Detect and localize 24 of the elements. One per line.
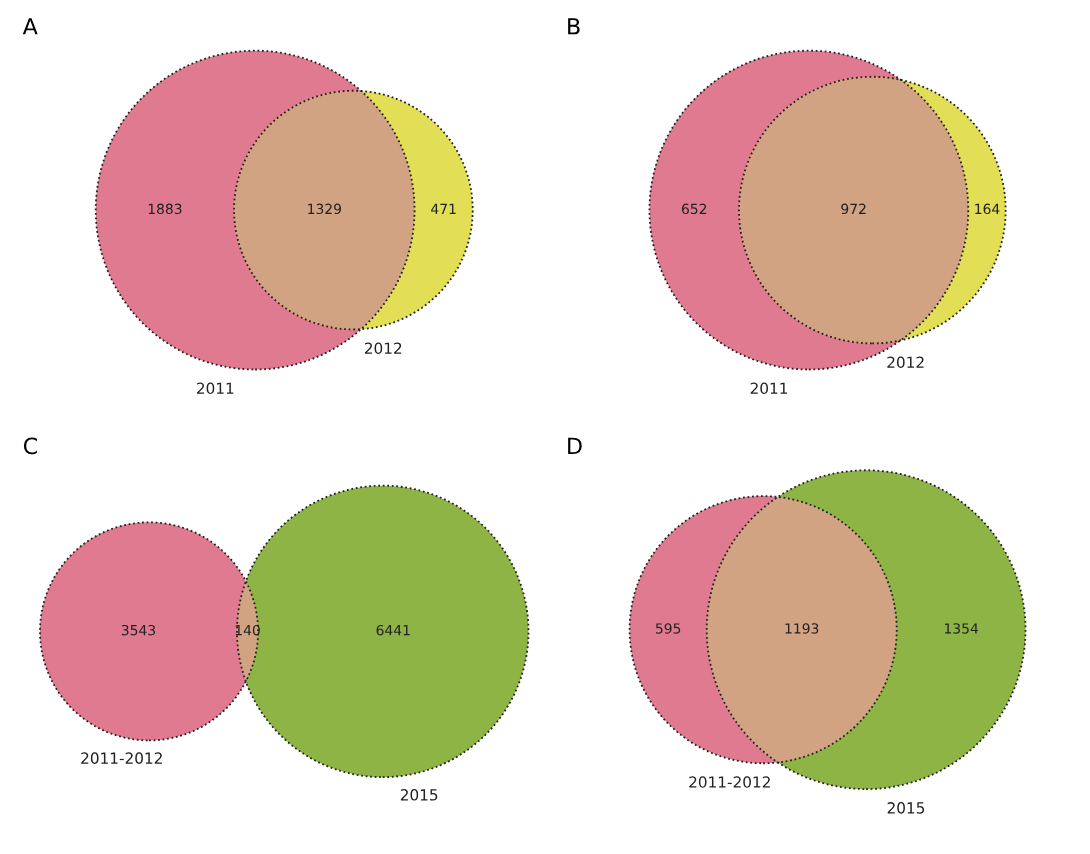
data-label: 140 — [235, 624, 260, 636]
text: B — [568, 18, 580, 35]
category-label: 2011 — [196, 382, 234, 395]
data-label: 1354 — [944, 623, 979, 634]
text: A — [22, 18, 38, 35]
category-label: 2015 — [887, 802, 925, 814]
data-label: 471 — [431, 203, 456, 214]
data-label: 1883 — [148, 203, 182, 215]
data-label: 1193 — [785, 623, 819, 634]
data-label: 6441 — [376, 624, 410, 636]
category-label: 2011-2012 — [81, 752, 162, 764]
data-label: 164 — [975, 203, 1000, 215]
data-label: 1329 — [308, 203, 342, 215]
text: D — [568, 437, 582, 454]
data-label: 972 — [841, 203, 866, 215]
category-label: 2012 — [364, 342, 402, 355]
category-label: 2011 — [750, 382, 788, 395]
data-label: 652 — [681, 203, 707, 215]
data-label: 595 — [655, 623, 681, 634]
category-label: 2011-2012 — [689, 776, 770, 788]
data-label: 3543 — [121, 624, 156, 636]
category-label: 2012 — [887, 356, 924, 368]
category-label: 2015 — [400, 789, 438, 801]
text: C — [23, 437, 37, 455]
